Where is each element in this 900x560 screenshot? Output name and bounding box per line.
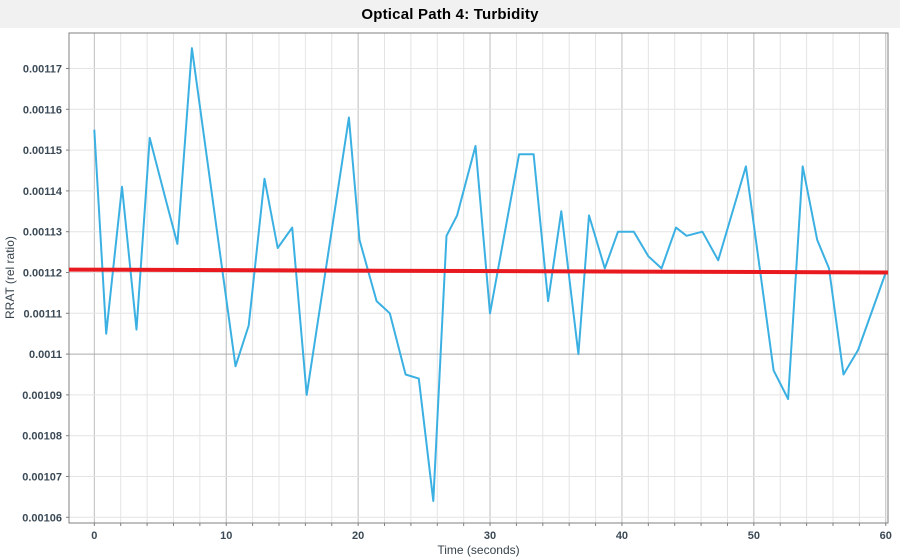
x-tick-label: 20: [352, 530, 364, 542]
x-tick-label: 40: [616, 530, 628, 542]
y-tick-label: 0.00111: [23, 308, 62, 320]
x-axis-title: Time (seconds): [437, 543, 520, 557]
trend-line: [68, 267, 889, 275]
y-tick-label: 0.00107: [22, 471, 62, 483]
series-line-turbidity: [93, 47, 887, 502]
x-tick-label: 0: [91, 530, 97, 542]
x-tick-label: 10: [220, 530, 232, 542]
plot-area[interactable]: [69, 33, 888, 523]
chart-canvas[interactable]: 0.00106 0.00107 0.00108 0.00109 0.0011 0.0011…: [0, 28, 900, 560]
x-tick-label: 30: [484, 530, 496, 542]
y-tick-label: 0.00117: [23, 63, 62, 75]
y-tick-label: 0.00114: [23, 186, 63, 198]
y-tick-label: 0.00115: [23, 145, 62, 157]
chart: 0.00106 0.00107 0.00108 0.00109 0.0011 0.0011…: [0, 28, 900, 560]
y-tick-label: 0.00112: [23, 267, 62, 279]
x-tick-label: 60: [880, 530, 892, 542]
y-tick-label: 0.00109: [22, 390, 62, 402]
y-axis-title: RRAT (rel ratio): [3, 236, 17, 320]
x-tick-label: 50: [748, 530, 760, 542]
chart-title-bar: Optical Path 4: Turbidity: [0, 0, 900, 28]
plot-border: [68, 32, 889, 524]
y-tick-label: 0.00108: [22, 431, 62, 443]
chart-title: Optical Path 4: Turbidity: [361, 5, 539, 23]
y-tick-label: 0.0011: [29, 349, 62, 361]
y-tick-label: 0.00116: [23, 104, 62, 116]
y-tick-label: 0.00106: [22, 512, 62, 524]
y-tick-label: 0.00113: [23, 227, 62, 239]
